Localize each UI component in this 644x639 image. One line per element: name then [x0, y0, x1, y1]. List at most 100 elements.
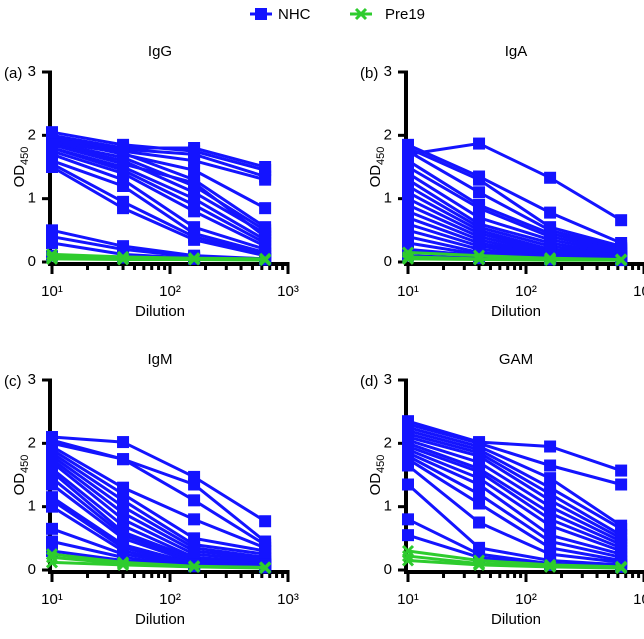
legend-marker [354, 7, 368, 21]
x-tick-label: 10² [159, 591, 181, 608]
series-line [51, 162, 266, 256]
y-tick-label: 2 [28, 434, 36, 451]
panel-title: IgG [148, 43, 172, 60]
x-tick-label: 10² [515, 591, 537, 608]
series-line [407, 184, 622, 258]
x-tick-label: 10² [159, 283, 181, 300]
data-point [188, 164, 201, 177]
series-line [407, 257, 622, 262]
data-point [259, 202, 272, 215]
y-axis-label: OD450 [11, 147, 31, 188]
series-line [407, 457, 622, 562]
y-axis-label-sub: 450 [19, 147, 31, 165]
data-point [473, 186, 486, 199]
series-line [407, 149, 622, 250]
series-line [407, 432, 622, 537]
data-point [544, 171, 557, 184]
series-line [51, 257, 266, 262]
data-point [402, 459, 414, 472]
legend-label: NHC [278, 6, 311, 23]
data-point [45, 556, 59, 569]
data-point [46, 237, 58, 249]
y-tick-label: 2 [384, 434, 392, 451]
y-tick-label: 1 [28, 190, 36, 207]
data-point [259, 562, 272, 575]
series-line [407, 422, 622, 486]
series-line [51, 435, 266, 523]
data-point [615, 464, 628, 477]
series-line [51, 441, 266, 546]
series-line [407, 426, 622, 527]
series-line [51, 457, 266, 561]
data-point [259, 515, 272, 528]
series-line [51, 135, 266, 178]
data-point [188, 560, 201, 573]
series-line [51, 137, 266, 182]
y-tick-label: 0 [384, 561, 392, 578]
series-line [51, 454, 266, 559]
series-line [407, 438, 622, 543]
data-point [544, 500, 557, 513]
data-point [544, 206, 557, 219]
series-line [407, 172, 622, 254]
panel-label: (d) [360, 373, 378, 390]
data-point [473, 488, 486, 500]
y-tick-label: 2 [28, 126, 36, 143]
series-line [407, 419, 622, 472]
data-point [401, 252, 415, 265]
series-line [407, 159, 622, 251]
x-tick-label: 10³ [277, 283, 299, 300]
y-tick-label: 3 [28, 371, 36, 388]
series-line [51, 165, 266, 258]
data-point [188, 205, 201, 218]
y-axis-label: OD450 [367, 455, 387, 496]
x-tick-label: 10² [515, 283, 537, 300]
data-point [46, 522, 58, 535]
series-line [407, 143, 622, 245]
data-point [615, 478, 628, 491]
data-point [188, 513, 201, 526]
series-line [407, 448, 622, 553]
data-point [259, 173, 272, 186]
series-line [51, 152, 266, 251]
data-point [46, 535, 58, 548]
y-tick-label: 0 [28, 561, 36, 578]
data-point [473, 202, 486, 215]
data-point [402, 478, 414, 491]
y-axis-label-sub: 450 [375, 147, 387, 165]
y-tick-label: 3 [28, 63, 36, 80]
series-line [51, 146, 266, 242]
x-tick-label: 10¹ [41, 591, 63, 608]
x-axis-label: Dilution [135, 611, 185, 628]
data-point [402, 529, 414, 542]
y-tick-label: 0 [28, 253, 36, 270]
x-tick-label: 10³ [633, 283, 644, 300]
data-point [259, 254, 272, 267]
data-point [544, 472, 557, 485]
y-axis-label-main: OD [11, 473, 28, 496]
series-line [407, 142, 622, 222]
y-tick-label: 3 [384, 371, 392, 388]
series-line [407, 165, 622, 253]
x-axis-label: Dilution [135, 303, 185, 320]
y-tick-label: 2 [384, 126, 392, 143]
y-tick-label: 3 [384, 63, 392, 80]
y-axis-label-sub: 450 [375, 455, 387, 473]
data-point [544, 254, 557, 267]
data-point [188, 233, 201, 246]
panel-title: IgA [505, 43, 528, 60]
y-axis-label: OD450 [11, 455, 31, 496]
data-point [472, 558, 486, 571]
x-tick-label: 10¹ [397, 591, 419, 608]
data-point [615, 254, 628, 267]
x-tick-label: 10³ [633, 591, 644, 608]
data-point [117, 202, 130, 215]
y-tick-label: 1 [28, 498, 36, 515]
data-point [473, 497, 486, 510]
series-line [51, 140, 266, 229]
x-axis-label: Dilution [491, 303, 541, 320]
data-point [473, 478, 486, 491]
data-point [473, 516, 486, 529]
series-line [407, 559, 622, 570]
